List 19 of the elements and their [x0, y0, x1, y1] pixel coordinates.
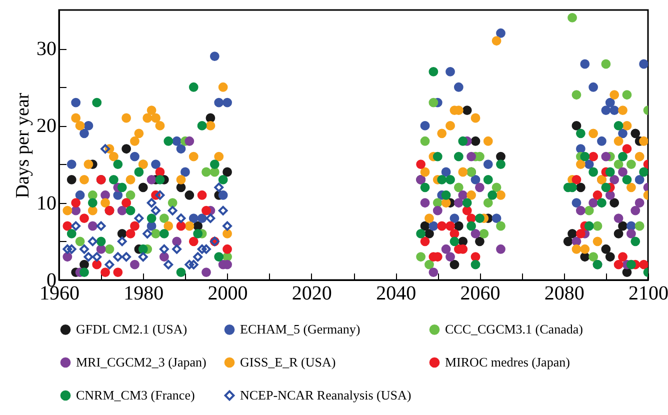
y-tick-label: 10	[36, 192, 56, 214]
x-tick-label: 2080	[544, 282, 584, 304]
legend-label: MRI_CGCM2_3 (Japan)	[76, 354, 206, 370]
x-tick-label: 2060	[460, 282, 500, 304]
legend-label: GFDL CM2.1 (USA)	[76, 322, 188, 337]
legend-label: ECHAM_5 (Germany)	[240, 322, 360, 337]
legend-label: CNRM_CM3 (France)	[76, 388, 195, 402]
x-tick-label: 2000	[208, 282, 248, 304]
x-tick-label: 1980	[124, 282, 164, 304]
x-tick-label: 2040	[376, 282, 416, 304]
legend-label: MIROC medres (Japan)	[445, 354, 570, 370]
x-tick-label: 2100	[628, 282, 668, 304]
y-axis-title: Days per year	[12, 92, 34, 198]
legend-label: GISS_E_R (USA)	[240, 354, 336, 370]
legend-label: NCEP-NCAR Reanalysis (USA)	[240, 388, 412, 402]
y-tick-label: 30	[36, 38, 56, 60]
y-tick-label: 20	[36, 115, 56, 138]
x-tick-label: 2020	[292, 282, 332, 304]
legend-label: CCC_CGCM3.1 (Canada)	[445, 322, 583, 337]
